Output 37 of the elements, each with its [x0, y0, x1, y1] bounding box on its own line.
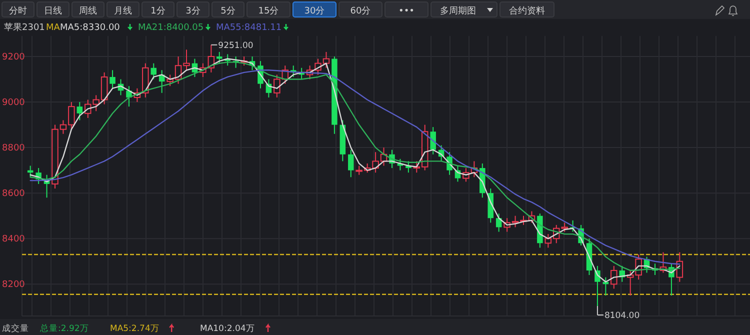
text: 5分	[220, 6, 236, 16]
text: 成交量	[2, 323, 29, 334]
candlestick	[216, 51, 222, 64]
candlestick	[430, 126, 436, 155]
text: 3分	[186, 6, 200, 16]
text: MA21:8400.05	[138, 23, 204, 33]
text: 总量:2.92万	[39, 323, 89, 334]
candlestick	[348, 149, 354, 178]
text: 周线	[79, 6, 97, 16]
candlestick	[110, 70, 116, 89]
y-tick-label: 8200	[2, 280, 26, 290]
candlestick	[610, 265, 618, 290]
text: MA10:2.04万	[200, 324, 255, 334]
text: 30分	[304, 6, 325, 16]
text: 多周期图	[440, 6, 476, 16]
y-tick-label: 8600	[2, 189, 26, 200]
annotation: 8104.00	[604, 310, 640, 321]
text: •••	[398, 6, 414, 16]
text: 1分	[150, 6, 166, 16]
text: MA55:8481.11	[216, 23, 282, 33]
text: 15分	[258, 6, 279, 16]
text: 日线	[44, 6, 62, 16]
y-tick-label: 9000	[2, 98, 26, 108]
text: 分时	[9, 6, 27, 16]
y-tick-label: 8800	[2, 144, 26, 154]
text: 合约资料	[509, 6, 545, 16]
candlestick	[150, 62, 157, 80]
y-tick-label: 8400	[2, 234, 26, 245]
text: MA5:2.74万	[110, 324, 160, 334]
y-tick-label: 9200	[2, 52, 26, 62]
candlestick	[76, 102, 83, 121]
chart-title: 苹果2301	[4, 22, 45, 33]
text: MA5:8330.00	[60, 23, 120, 33]
text: 月线	[114, 6, 132, 16]
annotation: 9251.00	[218, 40, 254, 51]
legend-title: MA	[46, 23, 61, 33]
text: 60分	[350, 6, 371, 16]
